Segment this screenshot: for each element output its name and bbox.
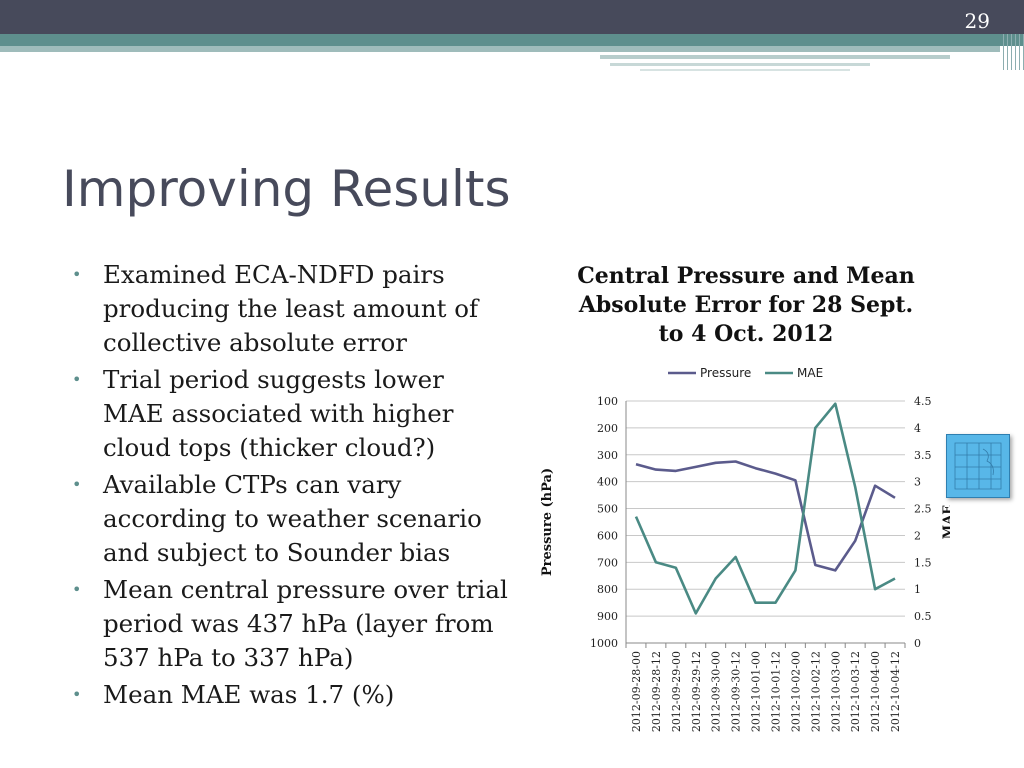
y-tick-label: 200 bbox=[597, 422, 618, 435]
x-tick-label: 2012-09-28-12 bbox=[650, 651, 663, 732]
x-tick-label: 2012-10-02-00 bbox=[789, 651, 802, 732]
y-axis-title: Pressure (hPa) bbox=[540, 468, 555, 576]
map-thumbnail-icon bbox=[946, 434, 1010, 498]
x-tick-label: 2012-09-30-00 bbox=[710, 651, 723, 732]
decor-stripes bbox=[1003, 34, 1024, 70]
bullet-list: Examined ECA-NDFD pairs producing the le… bbox=[72, 258, 512, 715]
x-tick-label: 2012-10-03-12 bbox=[849, 651, 862, 732]
y2-tick-label: 2 bbox=[914, 529, 921, 542]
bullet-item: Trial period suggests lower MAE associat… bbox=[72, 363, 512, 465]
y-tick-label: 900 bbox=[597, 610, 618, 623]
series-line-pressure bbox=[635, 460, 896, 572]
x-tick-label: 2012-09-28-00 bbox=[630, 651, 643, 732]
decor-line bbox=[610, 63, 870, 66]
bullet-item: Mean central pressure over trial period … bbox=[72, 573, 512, 675]
bullet-item: Mean MAE was 1.7 (%) bbox=[72, 678, 512, 712]
chart-title: Central Pressure and Mean Absolute Error… bbox=[577, 263, 915, 347]
y-tick-label: 800 bbox=[597, 583, 618, 596]
x-tick-label: 2012-10-01-00 bbox=[750, 651, 763, 732]
line-chart: 100 200 300 400 500 600 700 800 900 1000 0 0.5 1 1.5 2… bbox=[540, 366, 950, 732]
x-tick-label: 2012-10-04-12 bbox=[889, 651, 902, 732]
bullet-item: Available CTPs can vary according to wea… bbox=[72, 468, 512, 570]
y2-tick-label: 3.5 bbox=[914, 449, 932, 462]
y-tick-label: 500 bbox=[597, 503, 618, 516]
y-tick-label: 400 bbox=[597, 476, 618, 489]
y2-tick-label: 4.5 bbox=[914, 395, 932, 408]
y2-axis-title: MAE bbox=[941, 505, 950, 539]
y2-tick-label: 1.5 bbox=[914, 556, 932, 569]
x-tick-label: 2012-09-30-12 bbox=[730, 651, 743, 732]
y2-tick-label: 0.5 bbox=[914, 610, 932, 623]
slide-title: Improving Results bbox=[62, 160, 511, 218]
legend-label: MAE bbox=[797, 366, 823, 380]
decor-line bbox=[600, 55, 950, 59]
x-tick-label: 2012-10-03-00 bbox=[829, 651, 842, 732]
y2-tick-label: 1 bbox=[914, 583, 921, 596]
y-tick-label: 300 bbox=[597, 449, 618, 462]
x-tick-label: 2012-09-29-00 bbox=[670, 651, 683, 732]
top-bar bbox=[0, 0, 1024, 34]
accent-band-light bbox=[0, 46, 1000, 52]
slide-number: 29 bbox=[964, 9, 990, 33]
y2-tick-label: 0 bbox=[914, 637, 921, 650]
y2-tick-label: 4 bbox=[914, 422, 921, 435]
y-tick-label: 700 bbox=[597, 556, 618, 569]
y-tick-label: 100 bbox=[597, 395, 618, 408]
bullet-item: Examined ECA-NDFD pairs producing the le… bbox=[72, 258, 512, 360]
y-tick-label: 600 bbox=[597, 529, 618, 542]
y2-tick-label: 3 bbox=[914, 476, 921, 489]
legend-label: Pressure bbox=[700, 366, 751, 380]
series-line-mae bbox=[634, 402, 896, 615]
x-tick-label: 2012-10-04-00 bbox=[869, 651, 882, 732]
x-tick-label: 2012-10-01-12 bbox=[769, 651, 782, 732]
y-tick-label: 1000 bbox=[590, 637, 618, 650]
y2-tick-label: 2.5 bbox=[914, 503, 932, 516]
decor-line bbox=[640, 69, 850, 71]
x-tick-label: 2012-10-02-12 bbox=[809, 651, 822, 732]
accent-band bbox=[0, 34, 1024, 46]
x-tick-label: 2012-09-29-12 bbox=[690, 651, 703, 732]
